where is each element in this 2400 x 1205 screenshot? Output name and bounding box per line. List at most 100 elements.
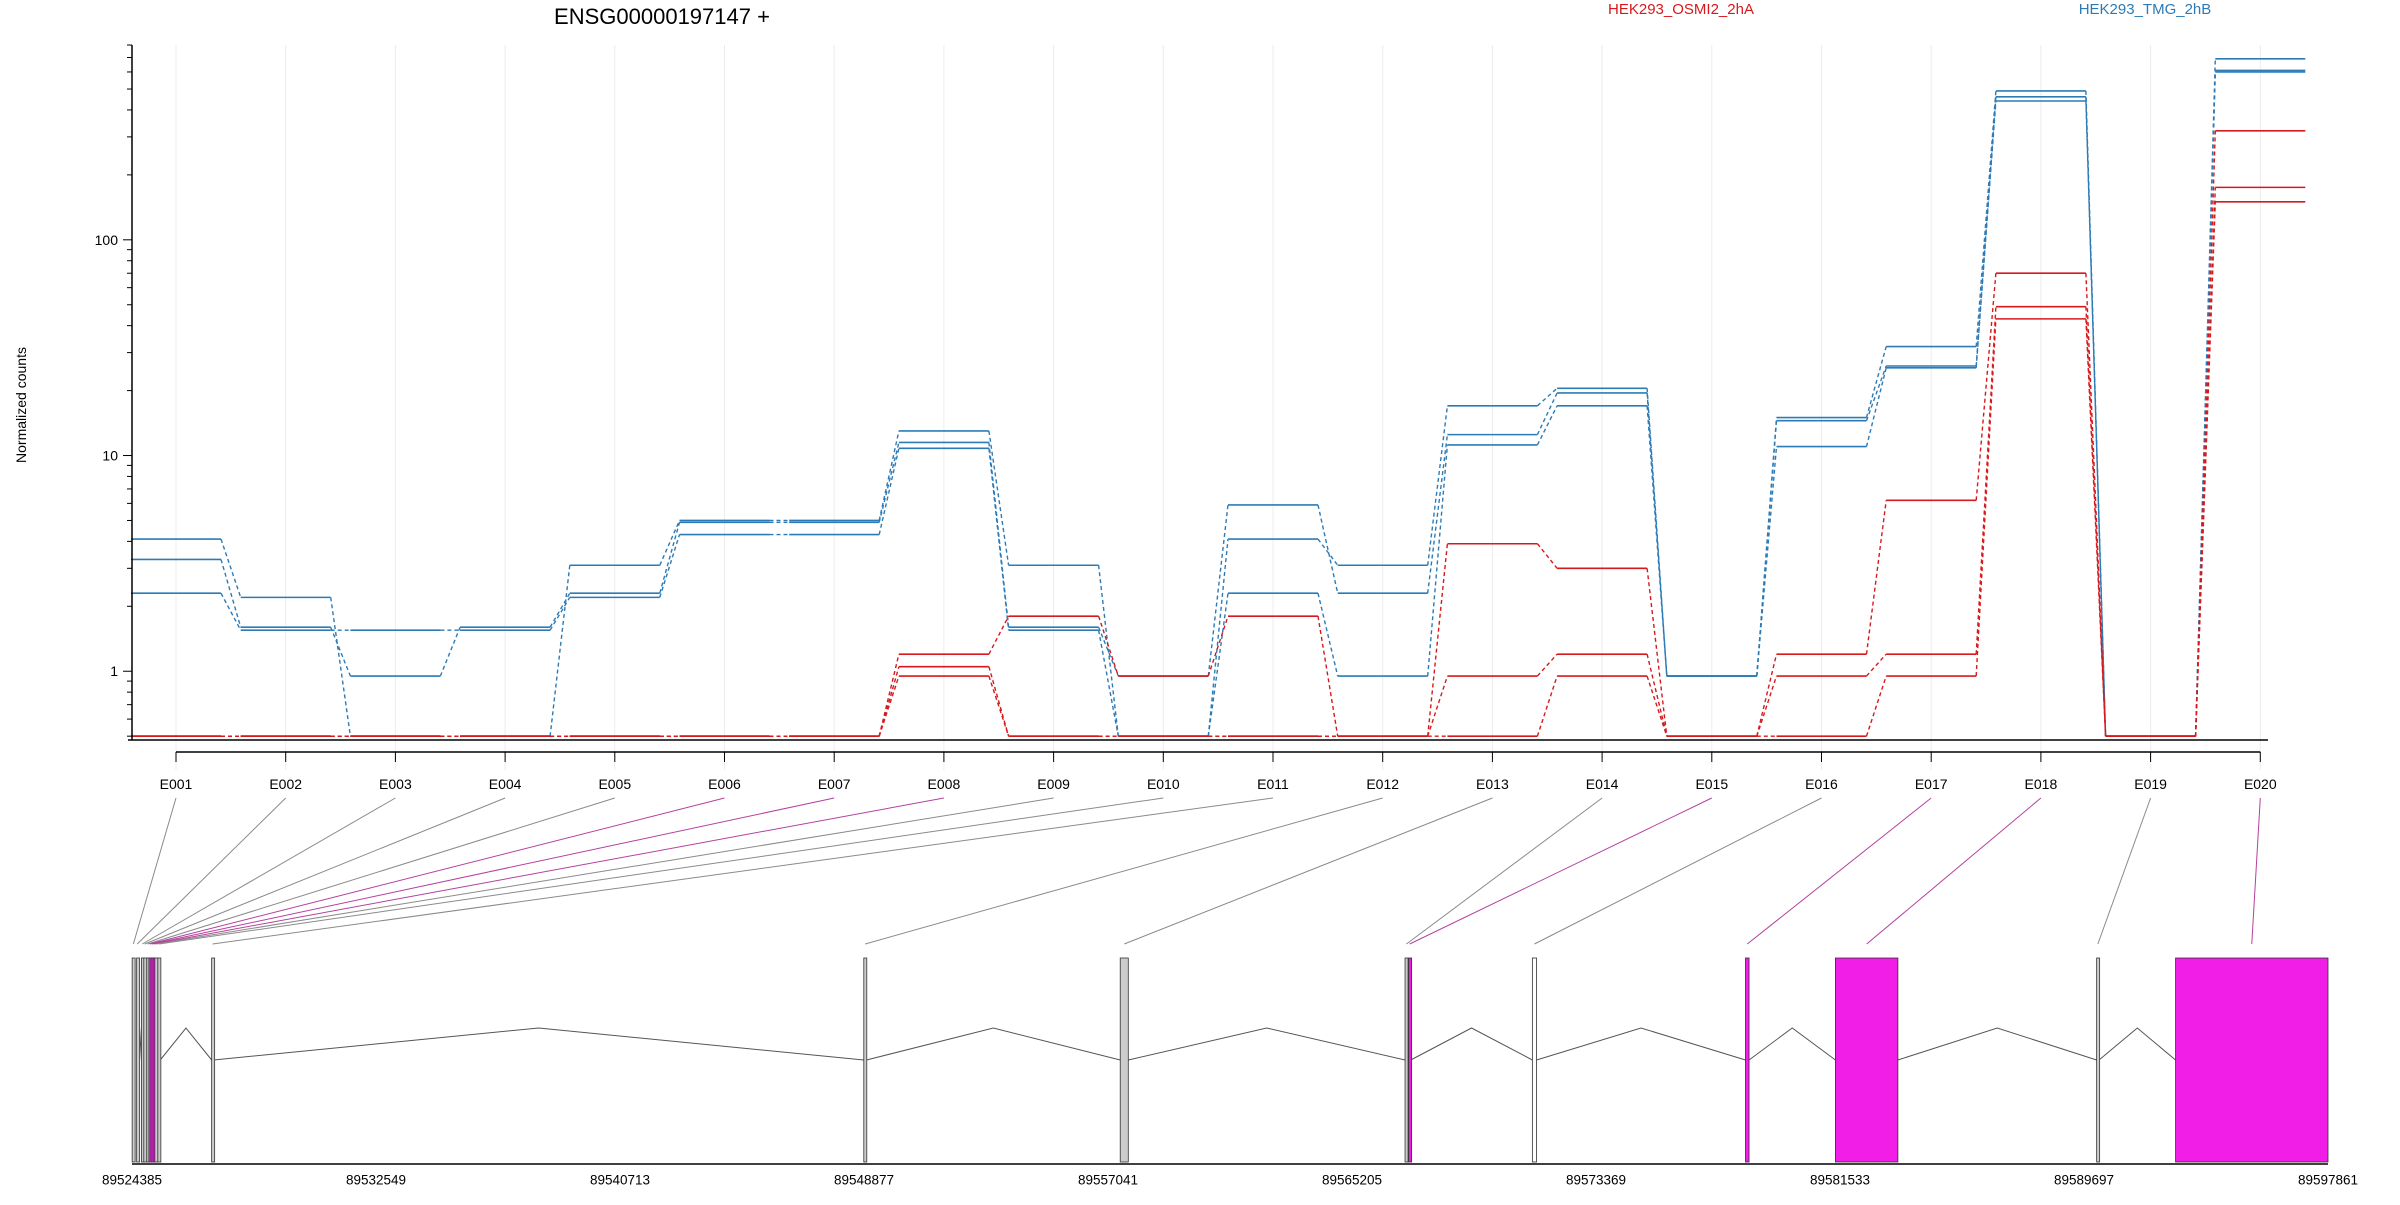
series-connector <box>2194 71 2216 737</box>
series-connector <box>1865 365 1887 421</box>
series-connector <box>1536 543 1558 569</box>
series-connector <box>1097 565 1119 737</box>
exon-connector-line <box>144 797 506 945</box>
series-connector <box>1427 444 1449 677</box>
exon-box <box>1404 957 1409 1163</box>
series-connector <box>2085 100 2107 737</box>
series-connector <box>988 615 1010 655</box>
series-connector <box>1536 405 1558 446</box>
x-tick-label: E005 <box>598 776 631 792</box>
x-tick-label: E010 <box>1147 776 1180 792</box>
exon-connector-line <box>2097 797 2152 945</box>
exon-box <box>1531 957 1537 1163</box>
exon-connector-line <box>136 797 287 945</box>
series-connector <box>878 675 900 737</box>
exon-box <box>2096 957 2101 1163</box>
series-connector <box>1427 434 1449 594</box>
series-connector <box>1317 504 1339 594</box>
exon-connector-line <box>149 797 725 945</box>
x-tick-label: E006 <box>708 776 741 792</box>
series-connector <box>1865 500 1887 655</box>
intron-line <box>159 1027 213 1061</box>
x-tick-label: E016 <box>1805 776 1838 792</box>
exon-connector-line <box>1124 797 1493 945</box>
exon-box <box>211 957 216 1163</box>
series-connector <box>988 448 1010 631</box>
series-connector <box>220 538 242 598</box>
x-tick-label: E001 <box>160 776 193 792</box>
series-connector <box>1646 568 1668 737</box>
genome-tick-label: 89548877 <box>834 1173 894 1188</box>
gene-model: 89524385 89532549 89540713 89548877 89557041… <box>102 957 2358 1188</box>
series-connector <box>878 448 900 535</box>
series-connector <box>1646 653 1668 737</box>
series-connector <box>1097 626 1119 677</box>
intron-line <box>1748 1027 1836 1061</box>
exon-box <box>157 957 162 1163</box>
exon-box <box>1119 957 1129 1163</box>
x-tick-label: E008 <box>928 776 961 792</box>
intron-line <box>866 1027 1121 1061</box>
series-connector <box>1207 538 1229 737</box>
series-connector <box>659 520 681 566</box>
series-connector <box>1865 346 1887 418</box>
genome-tick-label: 89581533 <box>1810 1173 1870 1188</box>
genome-tick-label: 89557041 <box>1078 1173 1138 1188</box>
exon-box <box>2175 957 2329 1163</box>
intron-line <box>213 1027 864 1061</box>
exon-connector-line <box>155 797 1054 945</box>
series-connector <box>1536 653 1558 677</box>
series-connector <box>1207 504 1229 677</box>
exon-connector-line <box>147 797 615 945</box>
series-connector <box>1975 318 1997 677</box>
genome-tick-label: 89540713 <box>590 1173 650 1188</box>
exon-box <box>1408 957 1413 1163</box>
exon-connector-line <box>1534 797 1822 945</box>
x-tick-label: E002 <box>269 776 302 792</box>
series-connector <box>1756 446 1778 677</box>
grid-layer <box>175 45 2261 770</box>
series-connector <box>220 559 242 628</box>
series-connector <box>1317 616 1339 737</box>
exon-connector-line <box>1866 797 2042 945</box>
y-tick-label: 1 <box>110 663 118 679</box>
y-tick-label: 10 <box>102 448 118 464</box>
series-connector <box>1865 675 1887 737</box>
legend-entry-tmg: HEK293_TMG_2hB <box>2079 1 2212 18</box>
y-tick-label: 100 <box>95 232 119 248</box>
exon-box <box>1745 957 1750 1163</box>
series-connector <box>1097 615 1119 677</box>
series-connector <box>439 626 461 677</box>
series-connector <box>1646 675 1668 737</box>
series-connector <box>1317 538 1339 566</box>
exon-box <box>154 957 159 1163</box>
series-connector <box>988 675 1010 737</box>
series-connector <box>1207 615 1229 677</box>
genome-tick-label: 89565205 <box>1322 1173 1382 1188</box>
x-tick-label: E011 <box>1257 776 1289 792</box>
series-connector <box>988 666 1010 737</box>
series-connector <box>988 430 1010 566</box>
x-tick-label: E003 <box>379 776 412 792</box>
genome-tick-label: 89532549 <box>346 1173 406 1188</box>
y-axis-label: Normalized counts <box>13 347 29 463</box>
exon-connector-line <box>864 797 1383 945</box>
genome-tick-label: 89573369 <box>1566 1173 1626 1188</box>
series-connector <box>1756 653 1778 737</box>
genome-tick-label: 89524385 <box>102 1173 162 1188</box>
exon-box <box>863 957 868 1163</box>
series-connector <box>1646 405 1668 677</box>
x-tick-label: E004 <box>489 776 522 792</box>
x-tick-label: E012 <box>1366 776 1399 792</box>
exon-box <box>131 957 136 1163</box>
exon-connector-line <box>2251 797 2261 945</box>
series-connector <box>549 597 571 631</box>
series-connector <box>659 522 681 594</box>
exon-connector-line <box>1746 797 1932 945</box>
series-connector <box>1975 273 1997 501</box>
series-connector <box>878 430 900 521</box>
intron-line <box>1410 1027 1533 1061</box>
intron-line <box>1128 1027 1406 1061</box>
series-connector <box>1536 387 1558 407</box>
series-connector <box>1317 593 1339 677</box>
